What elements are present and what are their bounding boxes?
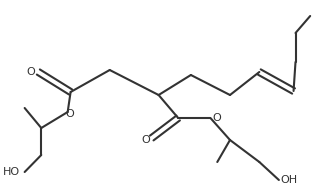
- Text: O: O: [27, 67, 35, 77]
- Text: OH: OH: [281, 175, 298, 185]
- Text: O: O: [141, 135, 150, 145]
- Text: HO: HO: [3, 167, 20, 177]
- Text: O: O: [65, 109, 74, 119]
- Text: O: O: [212, 113, 221, 123]
